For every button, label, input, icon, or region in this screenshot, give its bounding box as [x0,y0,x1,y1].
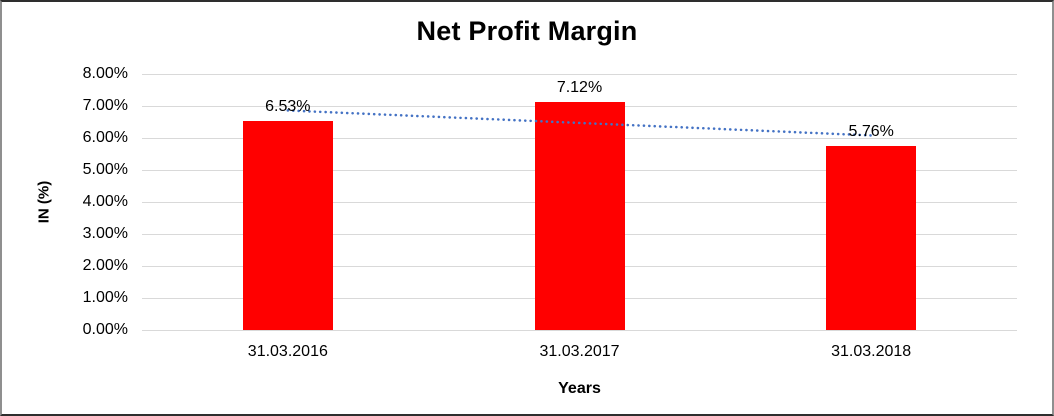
y-axis-tick-label: 1.00% [82,289,128,306]
y-axis-tick-label: 3.00% [82,225,128,242]
y-axis-tick-label: 5.00% [82,161,128,178]
x-axis-tick-label: 31.03.2016 [247,343,328,360]
x-axis-title: Years [558,380,601,397]
bar-31.03.2017[interactable] [534,102,625,330]
x-axis-tick-label: 31.03.2018 [831,343,912,360]
data-label: 7.12% [556,79,603,97]
bar-31.03.2018[interactable] [826,145,917,330]
gridline [142,73,1017,75]
data-label: 6.53% [265,98,311,116]
y-axis-tick-label: 8.00% [82,65,128,82]
gridline [142,329,1017,331]
y-axis-tick-label: 0.00% [82,321,128,338]
y-axis-tick-label: 2.00% [82,257,128,274]
y-axis-tick-label: 4.00% [82,193,128,210]
bar-31.03.2016[interactable] [242,121,333,330]
chart-title: Net Profit Margin [416,16,638,46]
y-axis-tick-label: 7.00% [82,97,128,114]
y-axis-title: IN (%) [35,180,53,224]
x-axis-tick-label: 31.03.2017 [539,343,620,360]
y-axis-tick-label: 6.00% [82,129,128,146]
data-label: 5.76% [848,122,894,140]
